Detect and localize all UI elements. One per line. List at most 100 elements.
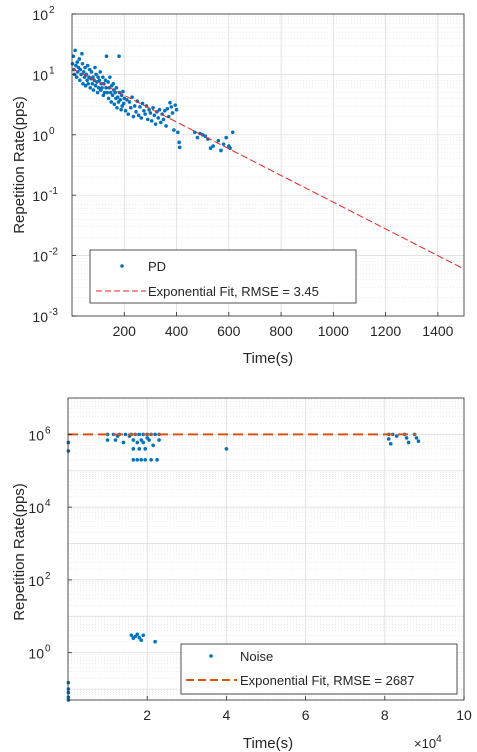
top-data-point — [102, 90, 107, 95]
top-y-tick-label: 10 — [32, 67, 48, 83]
bottom-x-axis-label: Time(s) — [243, 735, 293, 752]
top-data-point — [193, 130, 197, 135]
top-data-point — [91, 75, 95, 79]
top-data-point — [131, 114, 136, 119]
top-data-point — [96, 85, 101, 90]
top-data-point — [117, 54, 121, 59]
top-data-point — [130, 95, 134, 99]
top-legend: PD Exponential Fit, RMSE = 3.45 — [89, 249, 357, 304]
top-data-point — [169, 105, 174, 109]
top-data-point — [208, 146, 213, 150]
top-data-point — [74, 75, 79, 79]
bottom-data-point — [135, 632, 140, 637]
top-data-point — [139, 116, 144, 120]
top-data-point — [127, 100, 132, 104]
bottom-marks — [66, 432, 421, 702]
top-data-point — [108, 90, 113, 95]
bottom-y-tick-label: 10 — [28, 427, 44, 443]
bottom-y-tick-exponent: 0 — [45, 644, 51, 655]
bottom-data-point — [131, 438, 136, 442]
top-data-point — [114, 85, 119, 90]
bottom-data-point — [135, 458, 140, 462]
bottom-x-exponent-base: 10 — [422, 736, 436, 751]
bottom-y-axis-label: Repetition Rate(pps) — [11, 483, 28, 621]
bottom-data-point — [151, 443, 155, 448]
top-data-point — [216, 138, 221, 143]
top-data-point — [94, 72, 98, 77]
top-data-point — [83, 65, 87, 70]
top-data-point — [112, 102, 117, 107]
top-marks — [70, 48, 465, 270]
top-data-point — [80, 61, 85, 66]
top-data-point — [71, 54, 76, 59]
top-data-point — [101, 93, 106, 98]
top-x-tick-label: 1000 — [318, 323, 349, 339]
bottom-data-point — [143, 447, 148, 451]
top-data-point — [104, 54, 109, 59]
top-data-point — [166, 114, 171, 119]
legend-noise-label: Noise — [240, 649, 273, 664]
bottom-data-point — [404, 436, 409, 440]
top-data-point — [118, 97, 123, 102]
top-x-axis-label: Time(s) — [243, 350, 293, 367]
bottom-x-tick-label: 6 — [302, 707, 310, 723]
top-data-point — [164, 124, 168, 128]
top-data-point — [138, 105, 142, 109]
bottom-data-point — [155, 458, 159, 462]
top-data-point — [221, 142, 226, 146]
top-x-tick-label: 1200 — [370, 323, 401, 339]
bottom-data-point — [139, 458, 144, 462]
top-data-point — [170, 111, 175, 115]
bottom-data-point — [153, 432, 157, 437]
top-data-point — [219, 148, 223, 153]
bottom-data-point — [113, 438, 118, 442]
top-x-tick-label: 1400 — [422, 323, 453, 339]
bottom-data-point — [139, 638, 144, 643]
top-data-point — [174, 107, 179, 112]
top-data-point — [115, 95, 120, 99]
top-data-point — [145, 117, 150, 122]
top-data-point — [168, 100, 172, 105]
top-data-point — [82, 75, 87, 79]
top-y-tick-label: 10 — [32, 249, 48, 265]
top-data-point — [224, 135, 228, 140]
top-data-point — [211, 144, 215, 148]
bottom-y-tick-exponent: 2 — [45, 571, 51, 582]
bottom-x-tick-label: 4 — [223, 707, 231, 723]
top-y-tick-exponent: -1 — [49, 186, 58, 197]
top-data-point — [90, 81, 95, 86]
top-data-point — [97, 78, 102, 83]
top-y-tick-label: 10 — [32, 188, 48, 204]
top-data-point — [129, 105, 133, 110]
top-x-tick-label: 600 — [217, 323, 241, 339]
top-data-point — [95, 90, 100, 95]
bottom-data-point — [131, 447, 136, 451]
top-data-point — [103, 78, 108, 83]
bottom-legend: Noise Exponential Fit, RMSE = 2687 — [180, 643, 458, 695]
top-data-point — [177, 145, 182, 150]
top-data-point — [165, 106, 170, 111]
top-data-point — [93, 83, 98, 88]
bottom-data-point — [149, 458, 153, 462]
top-data-point — [156, 116, 161, 120]
top-data-point — [113, 90, 117, 95]
top-data-point — [157, 107, 162, 112]
top-x-tick-label: 200 — [113, 323, 137, 339]
bottom-data-point — [141, 440, 146, 445]
top-data-point — [121, 101, 126, 106]
bottom-data-point — [137, 432, 142, 437]
top-data-point — [101, 75, 105, 79]
top-y-tick-label: 10 — [32, 309, 48, 325]
top-data-point — [115, 105, 119, 110]
bottom-data-point — [131, 458, 136, 462]
bottom-data-point — [406, 440, 411, 445]
top-y-tick-exponent: -3 — [49, 307, 58, 318]
bottom-data-point — [139, 438, 144, 442]
bottom-y-tick-exponent: 4 — [45, 498, 51, 509]
top-data-point — [91, 88, 96, 92]
top-y-tick-label: 10 — [32, 128, 48, 144]
top-y-tick-exponent: 1 — [49, 65, 55, 76]
bottom-y-tick-label: 10 — [28, 646, 44, 662]
